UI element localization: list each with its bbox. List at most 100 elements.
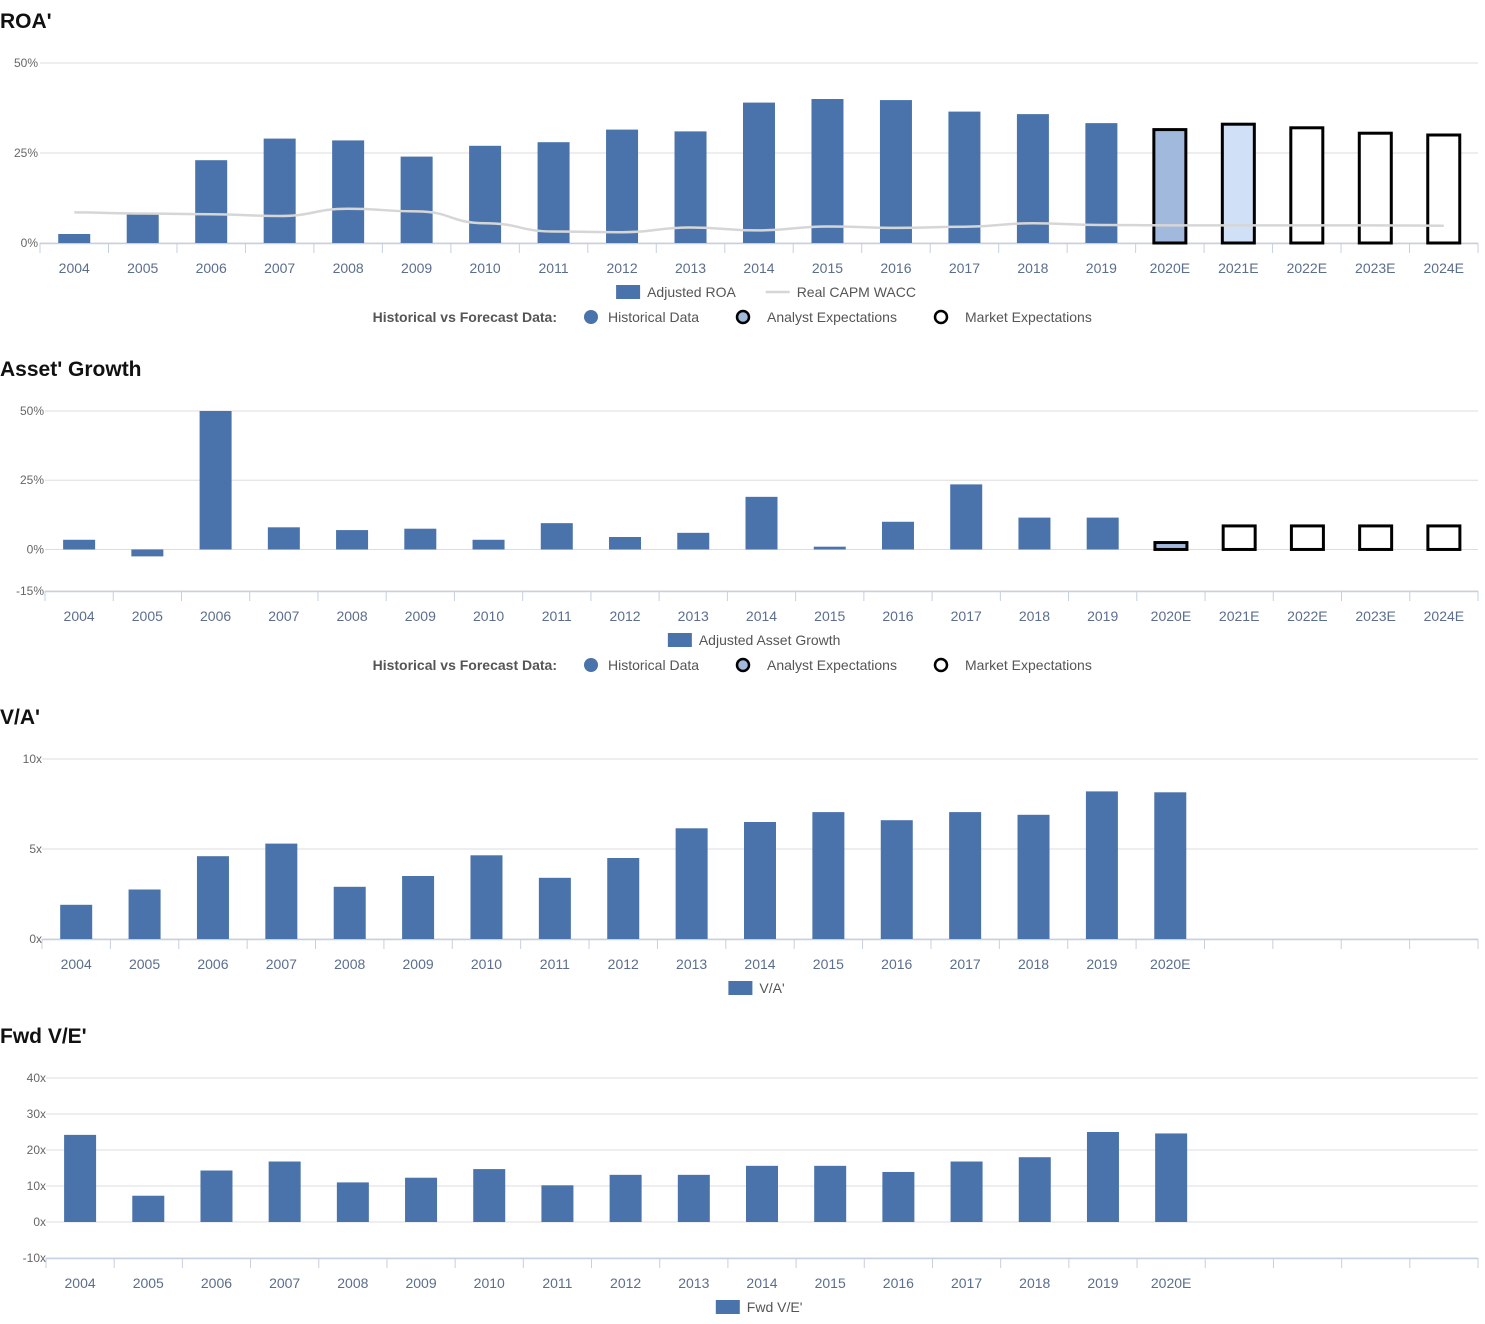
x-tick-label: 2015 (814, 608, 845, 624)
bar-2004 (60, 904, 93, 939)
bar-2021E (1221, 524, 1257, 551)
legend-swatch-bar (667, 633, 692, 647)
x-tick-label: 2010 (474, 1275, 505, 1291)
x-tick-label: 2015 (815, 1275, 846, 1291)
chart-fwd_ve: Fwd V/E' -10x 0x 10x 20x 30x 40x 2004 2005 2006 20… (0, 1025, 1479, 1315)
x-tick-label: 2009 (405, 608, 436, 624)
bar-2013 (677, 532, 710, 550)
y-tick-label: 40x (27, 1071, 46, 1085)
x-tick-label: 2010 (473, 608, 504, 624)
x-tick-label: 2022E (1287, 608, 1327, 624)
bar-2006 (199, 411, 232, 550)
bar-2017 (950, 1161, 983, 1222)
forecast-legend-label: Analyst Expectations (767, 657, 897, 673)
x-tick-label: 2013 (675, 260, 706, 276)
y-tick-label: 25% (20, 473, 44, 487)
bar-2019 (1085, 791, 1118, 939)
bar-2007 (267, 527, 300, 550)
bar-2010 (470, 855, 503, 939)
y-tick-label: 0x (29, 932, 42, 946)
bar-2023E (1358, 524, 1394, 551)
x-tick-label: 2018 (1019, 608, 1050, 624)
bar-2017 (948, 111, 981, 243)
x-tick-label: 2019 (1087, 608, 1118, 624)
market-expectations-marker (933, 657, 949, 673)
bar-2020E (1153, 541, 1189, 551)
bar-2016 (879, 100, 912, 243)
x-tick-label: 2018 (1019, 1275, 1050, 1291)
bar-2010 (469, 145, 502, 243)
bar-2019 (1086, 517, 1119, 550)
x-tick-label: 2013 (678, 1275, 709, 1291)
bar-2004 (63, 539, 96, 550)
x-tick-label: 2010 (471, 956, 502, 972)
x-tick-label: 2010 (470, 260, 501, 276)
x-tick-label: 2023E (1355, 608, 1395, 624)
y-tick-label: 0x (33, 1215, 46, 1229)
x-tick-label: 2020E (1151, 608, 1191, 624)
x-tick-label: 2012 (610, 1275, 641, 1291)
bar-2011 (538, 877, 571, 939)
x-tick-label: 2016 (883, 1275, 914, 1291)
forecast-legend-label: Analyst Expectations (767, 309, 897, 325)
chart-title: Fwd V/E' (0, 1025, 87, 1048)
chart-roa: ROA' 0% 25% 50% 2004 2005 2006 2007 2008 2009 2010… (0, 10, 1479, 325)
x-tick-label: 2019 (1086, 956, 1117, 972)
bar-2017 (950, 484, 983, 550)
x-tick-label: 2021E (1219, 608, 1259, 624)
x-tick-label: 2017 (951, 608, 982, 624)
x-tick-label: 2004 (61, 956, 92, 972)
legend-swatch-bar (616, 285, 641, 299)
x-tick-label: 2024E (1424, 608, 1464, 624)
chart-title: Asset' Growth (0, 358, 142, 381)
x-tick-label: 2015 (812, 260, 843, 276)
bar-2013 (674, 131, 707, 243)
bar-2007 (268, 1161, 301, 1222)
x-tick-label: 2012 (606, 260, 637, 276)
y-tick-label: 10x (27, 1179, 46, 1193)
analyst-expectations-marker (735, 309, 751, 325)
bar-2005 (131, 549, 164, 557)
x-tick-label: 2008 (333, 260, 364, 276)
bar-2016 (882, 1171, 915, 1222)
x-tick-label: 2009 (401, 260, 432, 276)
x-tick-label: 2016 (882, 608, 913, 624)
x-tick-label: 2017 (950, 956, 981, 972)
bar-2007 (263, 138, 296, 243)
bar-2006 (200, 1170, 233, 1222)
x-tick-label: 2019 (1087, 1275, 1118, 1291)
x-tick-label: 2008 (337, 1275, 368, 1291)
x-tick-label: 2011 (542, 1275, 572, 1291)
x-tick-label: 2024E (1424, 260, 1464, 276)
x-tick-label: 2006 (196, 260, 227, 276)
bar-2012 (606, 129, 639, 243)
bar-2009 (404, 528, 437, 550)
x-tick-label: 2016 (881, 956, 912, 972)
bar-2021E (1220, 122, 1256, 245)
bar-2012 (609, 1174, 642, 1222)
legend-label: Adjusted ROA (647, 284, 736, 300)
x-tick-label: 2020E (1150, 260, 1190, 276)
bar-2014 (745, 496, 778, 550)
bar-2014 (744, 822, 776, 939)
x-tick-label: 2006 (200, 608, 231, 624)
bar-2012 (607, 858, 640, 939)
y-tick-label: 0% (21, 236, 39, 250)
bar-2014 (746, 1165, 778, 1222)
x-tick-label: 2008 (336, 608, 367, 624)
x-tick-label: 2020E (1150, 956, 1190, 972)
legend-label: Fwd V/E' (747, 1299, 803, 1315)
bar-2004 (64, 1134, 97, 1222)
x-tick-label: 2005 (132, 608, 163, 624)
x-tick-label: 2013 (676, 956, 707, 972)
bar-2011 (540, 523, 573, 550)
bar-2018 (1017, 814, 1050, 939)
market-expectations-marker (933, 309, 949, 325)
x-tick-label: 2005 (127, 260, 158, 276)
y-tick-label: -15% (16, 584, 44, 598)
bar-2008 (336, 1182, 369, 1222)
bar-2016 (881, 521, 914, 550)
bar-2007 (265, 843, 298, 939)
y-tick-label: 30x (27, 1107, 46, 1121)
bar-2020E (1154, 792, 1187, 939)
